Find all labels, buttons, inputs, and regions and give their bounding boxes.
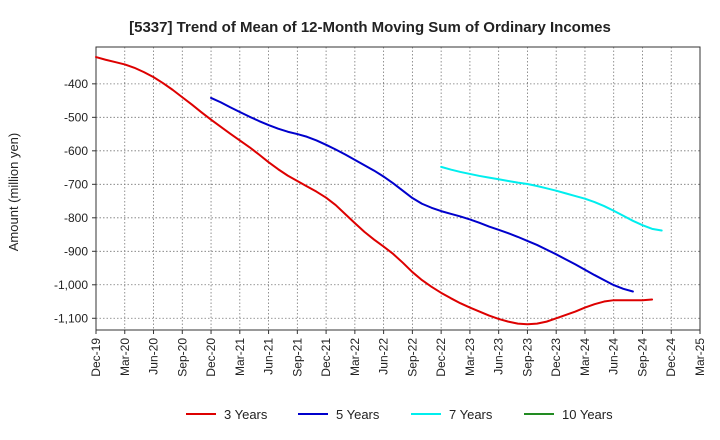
chart-title: [5337] Trend of Mean of 12-Month Moving … [129,19,611,36]
x-tick-label: Jun-24 [607,338,621,375]
y-tick-label: -500 [64,110,88,124]
y-tick-label: -600 [64,144,88,158]
legend: 3 Years 5 Years 7 Years 10 Years [186,407,613,422]
x-tick-label: Sep-23 [520,338,534,377]
legend-label: 3 Years [224,407,268,422]
x-tick-label: Mar-20 [118,338,132,376]
x-tick-label: Sep-21 [290,338,304,377]
y-tick-label: -400 [64,77,88,91]
x-tick-label: Jun-20 [147,338,161,375]
x-tick-label: Sep-24 [635,338,649,377]
x-tick-label: Mar-23 [463,338,477,376]
x-tick-label: Mar-25 [693,338,707,376]
x-tick-label: Dec-21 [319,338,333,377]
y-axis-label: Amount (million yen) [6,133,21,252]
x-tick-label: Jun-23 [492,338,506,375]
series-line-5-years [210,96,634,293]
y-tick-label: -900 [64,244,88,258]
x-tick-label: Jun-22 [377,338,391,375]
y-tick-label: -800 [64,211,88,225]
series-line-3-years [95,56,654,326]
y-tick-label: -700 [64,177,88,191]
x-tick-label: Mar-21 [233,338,247,376]
x-tick-label: Dec-22 [434,338,448,377]
grid [96,47,700,330]
y-axis: -400 -500 -600 -700 -800 -900 -1,000 -1,100 [54,77,96,325]
series-lines [95,56,663,326]
x-tick-label: Mar-24 [578,338,592,376]
x-tick-label: Dec-23 [549,338,563,377]
y-tick-label: -1,100 [54,311,88,325]
x-tick-label: Sep-20 [175,338,189,377]
legend-label: 5 Years [336,407,380,422]
legend-label: 7 Years [449,407,493,422]
x-tick-label: Dec-19 [89,338,103,377]
y-tick-label: -1,000 [54,278,88,292]
plot-frame [95,46,701,331]
x-tick-label: Dec-20 [204,338,218,377]
x-axis: Dec-19 Mar-20 Jun-20 Sep-20 Dec-20 Mar-21 Jun-… [89,330,707,377]
x-tick-label: Sep-22 [405,338,419,377]
series-line-7-years [440,165,663,232]
x-tick-label: Mar-22 [348,338,362,376]
legend-label: 10 Years [562,407,613,422]
x-tick-label: Dec-24 [664,338,678,377]
x-tick-label: Jun-21 [262,338,276,375]
